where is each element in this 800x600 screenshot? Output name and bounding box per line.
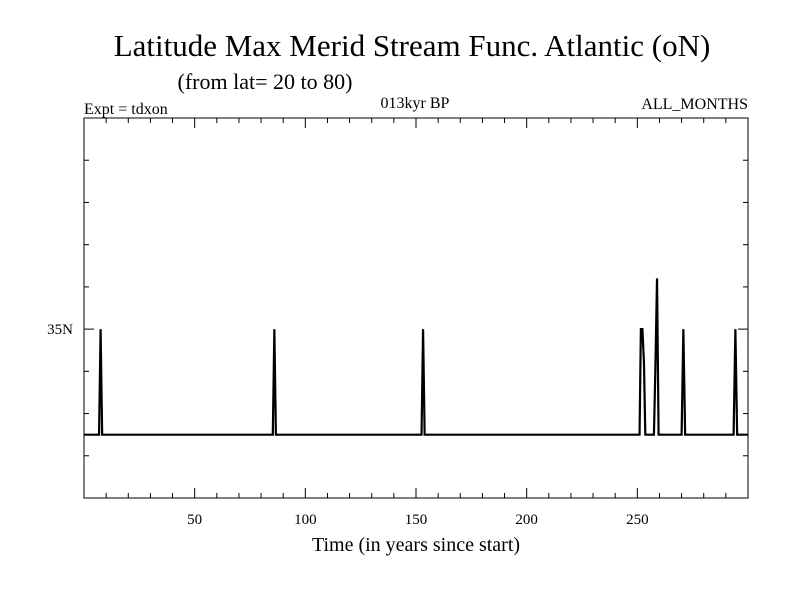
x-tick-label: 150 (405, 512, 428, 528)
x-tick-label: 50 (187, 512, 202, 528)
x-tick-label: 100 (294, 512, 317, 528)
y-tick-label: 35N (47, 322, 73, 338)
plot-frame (83, 117, 749, 499)
x-tick-label: 250 (626, 512, 649, 528)
months-note: ALL_MONTHS (641, 96, 748, 113)
chart-title: Latitude Max Merid Stream Func. Atlantic… (114, 28, 711, 63)
chart-subtitle: (from lat= 20 to 80) (178, 69, 353, 94)
x-axis-label: Time (in years since start) (312, 534, 520, 556)
x-tick-label: 200 (515, 512, 538, 528)
series-line (84, 278, 748, 436)
y-axis-ticks (84, 159, 748, 457)
y-axis-tick-labels: 35N (47, 322, 73, 338)
period-note: 013kyr BP (381, 95, 450, 112)
x-axis-ticks (105, 118, 727, 498)
x-axis-tick-labels: 50 100 150 200 250 (187, 512, 648, 528)
experiment-note: Expt = tdxon (84, 101, 168, 118)
